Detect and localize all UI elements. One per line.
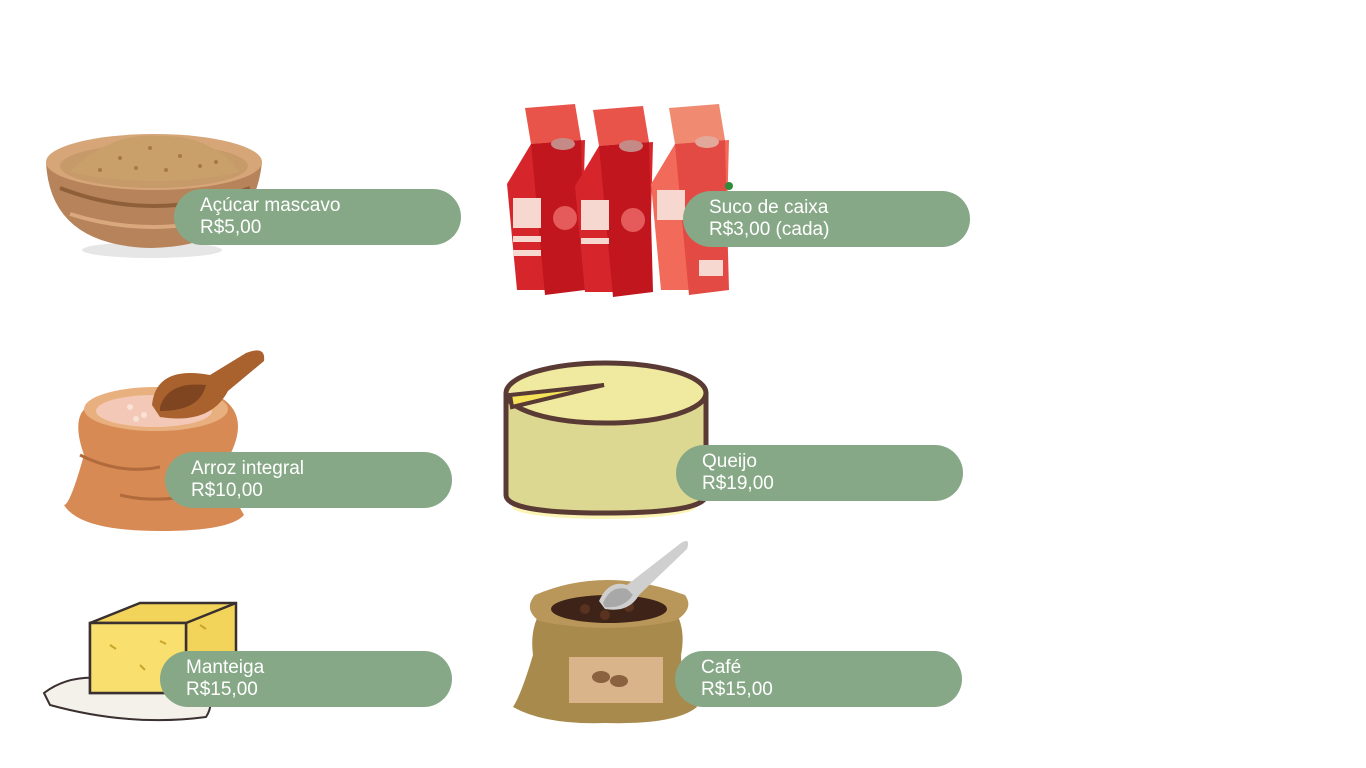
price-tag: Arroz integral R$10,00 (165, 452, 452, 508)
cheese-wheel-icon (503, 360, 709, 519)
product-price: R$5,00 (200, 217, 262, 238)
price-tag: Café R$15,00 (675, 651, 962, 707)
price-tag: Queijo R$19,00 (676, 445, 963, 501)
product-price: R$3,00 (cada) (709, 219, 830, 240)
price-tag: Manteiga R$15,00 (160, 651, 452, 707)
product-price: R$15,00 (701, 679, 773, 700)
product-name: Arroz integral (191, 458, 304, 479)
price-tag: Suco de caixa R$3,00 (cada) (683, 191, 970, 247)
product-name: Manteiga (186, 657, 265, 678)
product-name: Queijo (702, 451, 757, 472)
juice-box-icon (507, 104, 733, 297)
product-price: R$10,00 (191, 480, 263, 501)
price-tag: Açúcar mascavo R$5,00 (174, 189, 461, 245)
coffee-sack-icon (513, 541, 697, 724)
product-price: R$15,00 (186, 679, 258, 700)
product-name: Café (701, 657, 742, 678)
product-price: R$19,00 (702, 473, 774, 494)
product-name: Suco de caixa (709, 197, 829, 218)
product-name: Açúcar mascavo (200, 195, 341, 216)
